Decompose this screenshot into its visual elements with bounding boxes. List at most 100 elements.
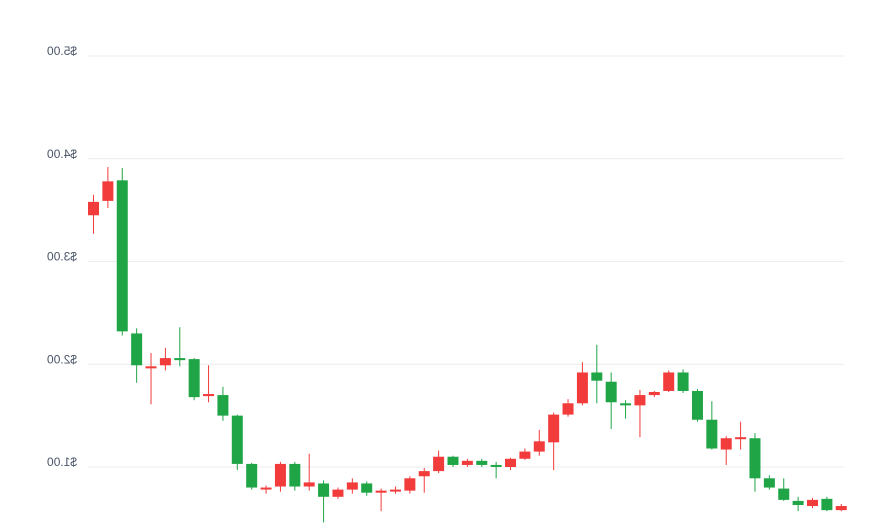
candle-body bbox=[490, 464, 502, 467]
candle-body bbox=[116, 180, 128, 332]
candle-body bbox=[706, 419, 718, 449]
candle-body bbox=[389, 489, 401, 492]
candle bbox=[231, 414, 243, 471]
candle-body bbox=[476, 460, 488, 465]
candle bbox=[346, 478, 358, 494]
candle bbox=[375, 488, 387, 512]
candle bbox=[389, 486, 401, 494]
candle bbox=[605, 372, 617, 429]
candle-body bbox=[404, 478, 416, 491]
candle-body bbox=[548, 414, 560, 443]
candle bbox=[821, 496, 833, 512]
candle bbox=[174, 327, 186, 367]
candle-body bbox=[375, 490, 387, 493]
candle-body bbox=[433, 456, 445, 472]
candle-body bbox=[835, 506, 847, 511]
candle-body bbox=[332, 489, 344, 497]
y-tick-label: $4.00 bbox=[47, 147, 77, 161]
candle bbox=[490, 461, 502, 479]
candle bbox=[102, 166, 114, 209]
candle-body bbox=[303, 482, 315, 487]
candle bbox=[188, 358, 200, 401]
candle bbox=[433, 450, 445, 474]
candle bbox=[691, 388, 703, 422]
candle bbox=[447, 455, 459, 467]
candle bbox=[289, 461, 301, 491]
candle-body bbox=[792, 500, 804, 506]
candle bbox=[404, 476, 416, 494]
candle-body bbox=[648, 391, 660, 396]
candle bbox=[778, 478, 790, 501]
candle bbox=[332, 487, 344, 499]
candle bbox=[145, 352, 157, 405]
candle bbox=[519, 448, 531, 460]
candle bbox=[505, 457, 517, 471]
candle-body bbox=[519, 451, 531, 459]
candle bbox=[274, 461, 286, 492]
candle-body bbox=[821, 498, 833, 511]
candle bbox=[260, 485, 272, 494]
candle bbox=[735, 421, 747, 450]
candle bbox=[476, 458, 488, 467]
candle bbox=[461, 458, 473, 467]
candle-body bbox=[749, 438, 761, 479]
candle-body bbox=[533, 441, 545, 452]
candle-body bbox=[763, 478, 775, 488]
candle bbox=[116, 167, 128, 336]
candle-body bbox=[88, 201, 99, 216]
candle-body bbox=[318, 483, 330, 497]
candle bbox=[620, 400, 632, 419]
candle-body bbox=[807, 499, 818, 507]
candle bbox=[720, 436, 732, 465]
candle-body bbox=[620, 403, 632, 406]
y-tick-label: $2.00 bbox=[47, 352, 77, 366]
candle-body bbox=[217, 395, 229, 416]
candle bbox=[533, 430, 545, 456]
candle-body bbox=[778, 488, 790, 500]
candle-body bbox=[145, 366, 157, 369]
grid-layer bbox=[88, 55, 844, 468]
candle-body bbox=[461, 460, 473, 465]
candle bbox=[792, 496, 804, 512]
candle bbox=[361, 481, 373, 496]
candle bbox=[634, 389, 646, 438]
candle-body bbox=[720, 438, 732, 450]
candle-body bbox=[260, 487, 272, 490]
candle-body bbox=[231, 415, 243, 464]
candle bbox=[159, 347, 171, 371]
candle bbox=[303, 453, 315, 491]
candle-body bbox=[102, 181, 114, 201]
candle-body bbox=[418, 471, 430, 477]
candle-body bbox=[591, 372, 603, 381]
candle bbox=[318, 480, 330, 523]
y-tick-label: $1.00 bbox=[47, 455, 77, 469]
candle bbox=[576, 362, 588, 406]
candle bbox=[246, 462, 258, 490]
candle bbox=[591, 344, 603, 404]
candle-body bbox=[159, 358, 171, 366]
candles-layer bbox=[88, 166, 847, 523]
candle-body bbox=[131, 333, 143, 366]
candle-body bbox=[447, 456, 459, 465]
candle bbox=[562, 399, 574, 417]
candle bbox=[663, 370, 675, 392]
candle bbox=[131, 328, 143, 383]
candle-body bbox=[562, 403, 574, 415]
candle-body bbox=[605, 381, 617, 403]
candle bbox=[749, 433, 761, 492]
candle-body bbox=[188, 359, 200, 398]
y-tick-label: $3.00 bbox=[47, 250, 77, 264]
y-tick-label: $5.00 bbox=[47, 44, 77, 58]
candle-body bbox=[691, 390, 703, 420]
candle bbox=[807, 497, 818, 509]
candle bbox=[88, 194, 99, 234]
candle-body bbox=[346, 482, 358, 490]
candle bbox=[706, 401, 718, 450]
candle-body bbox=[663, 372, 675, 391]
candle-body bbox=[677, 372, 689, 391]
y-axis-labels: $1.00 $2.00 $3.00 $4.00 $5.00 bbox=[47, 44, 77, 469]
candle-body bbox=[361, 483, 373, 493]
candle bbox=[418, 468, 430, 493]
